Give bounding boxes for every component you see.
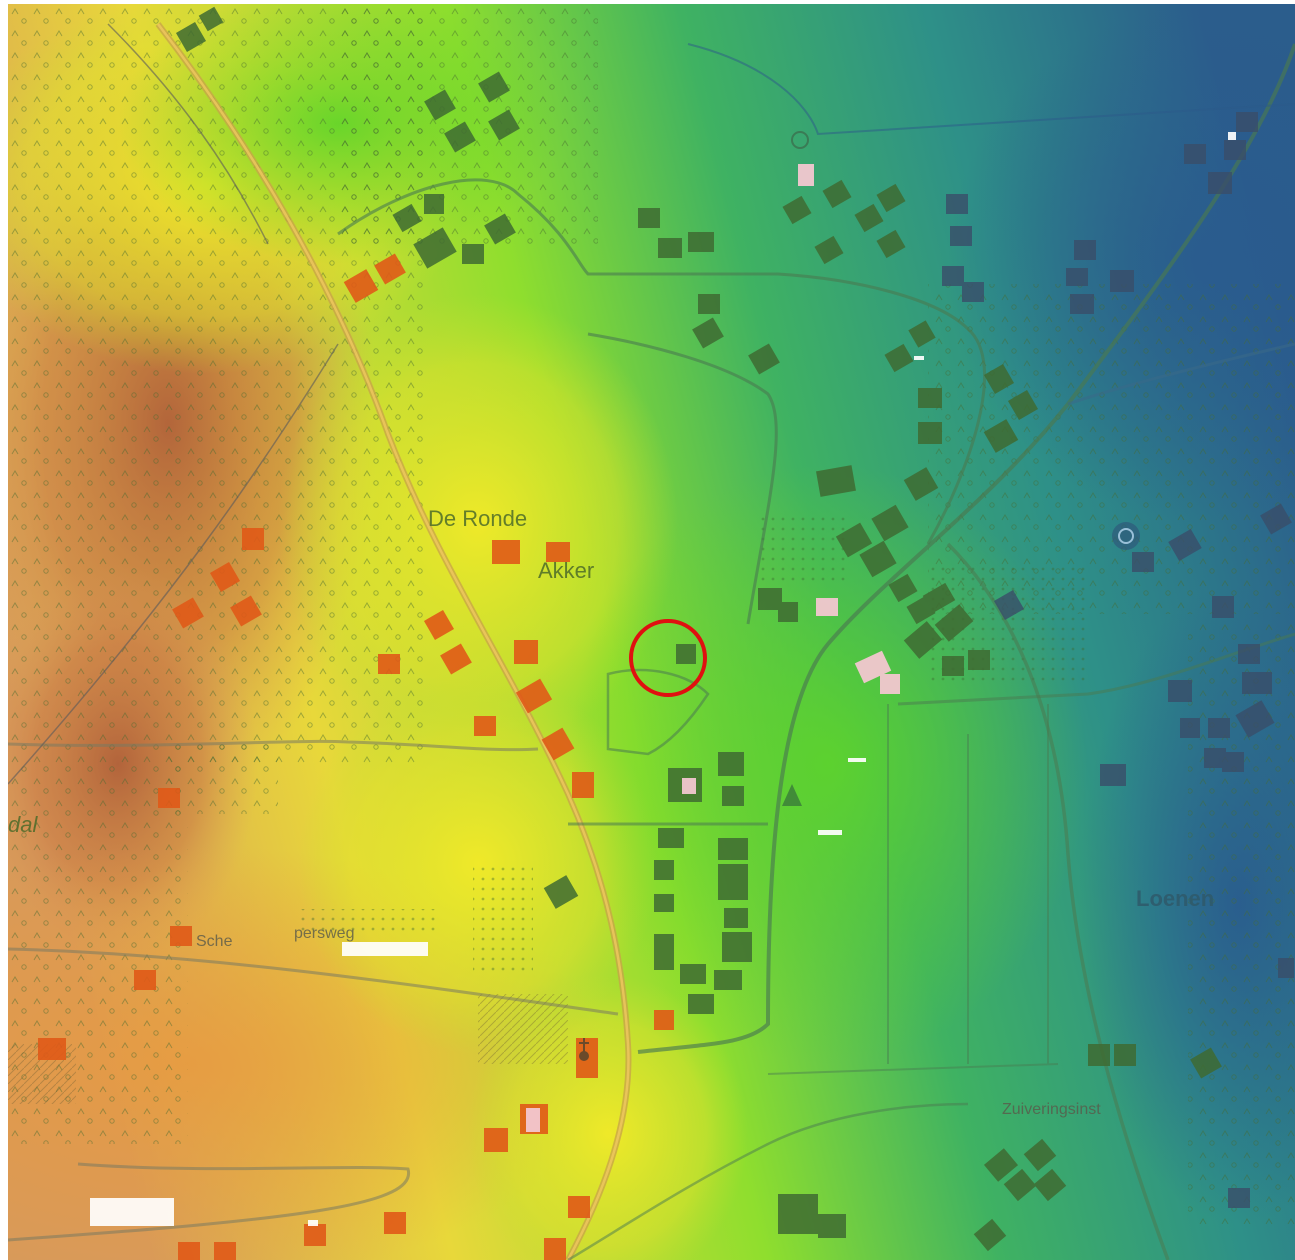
railway: [8, 23, 339, 785]
label-akker: Akker: [538, 558, 594, 583]
label-schepersweg-part2: persweg: [294, 925, 354, 942]
monument-icon: [782, 784, 802, 806]
landuse-layer: [8, 4, 1295, 1224]
tree-icon: [791, 131, 809, 149]
map-labels: De Ronde Akker Loenen dal Sche persweg Z…: [8, 506, 1214, 1118]
church-icon: [579, 1038, 589, 1061]
road-layer: [8, 22, 1295, 1260]
map-viewport[interactable]: De Ronde Akker Loenen dal Sche persweg Z…: [8, 4, 1295, 1260]
selected-location-marker[interactable]: [629, 619, 707, 697]
map-canvas[interactable]: De Ronde Akker Loenen dal Sche persweg Z…: [8, 4, 1295, 1260]
label-de-ronde: De Ronde: [428, 506, 527, 531]
label-zuiveringsinst: Zuiveringsinst: [1002, 1101, 1101, 1118]
water-tower-icon: [1112, 522, 1140, 550]
building-layer: [38, 6, 1294, 1260]
map-symbols: [579, 131, 1140, 1061]
label-schepersweg-part1: Sche: [196, 933, 233, 950]
label-dal: dal: [8, 812, 38, 837]
label-loenen: Loenen: [1136, 886, 1214, 911]
